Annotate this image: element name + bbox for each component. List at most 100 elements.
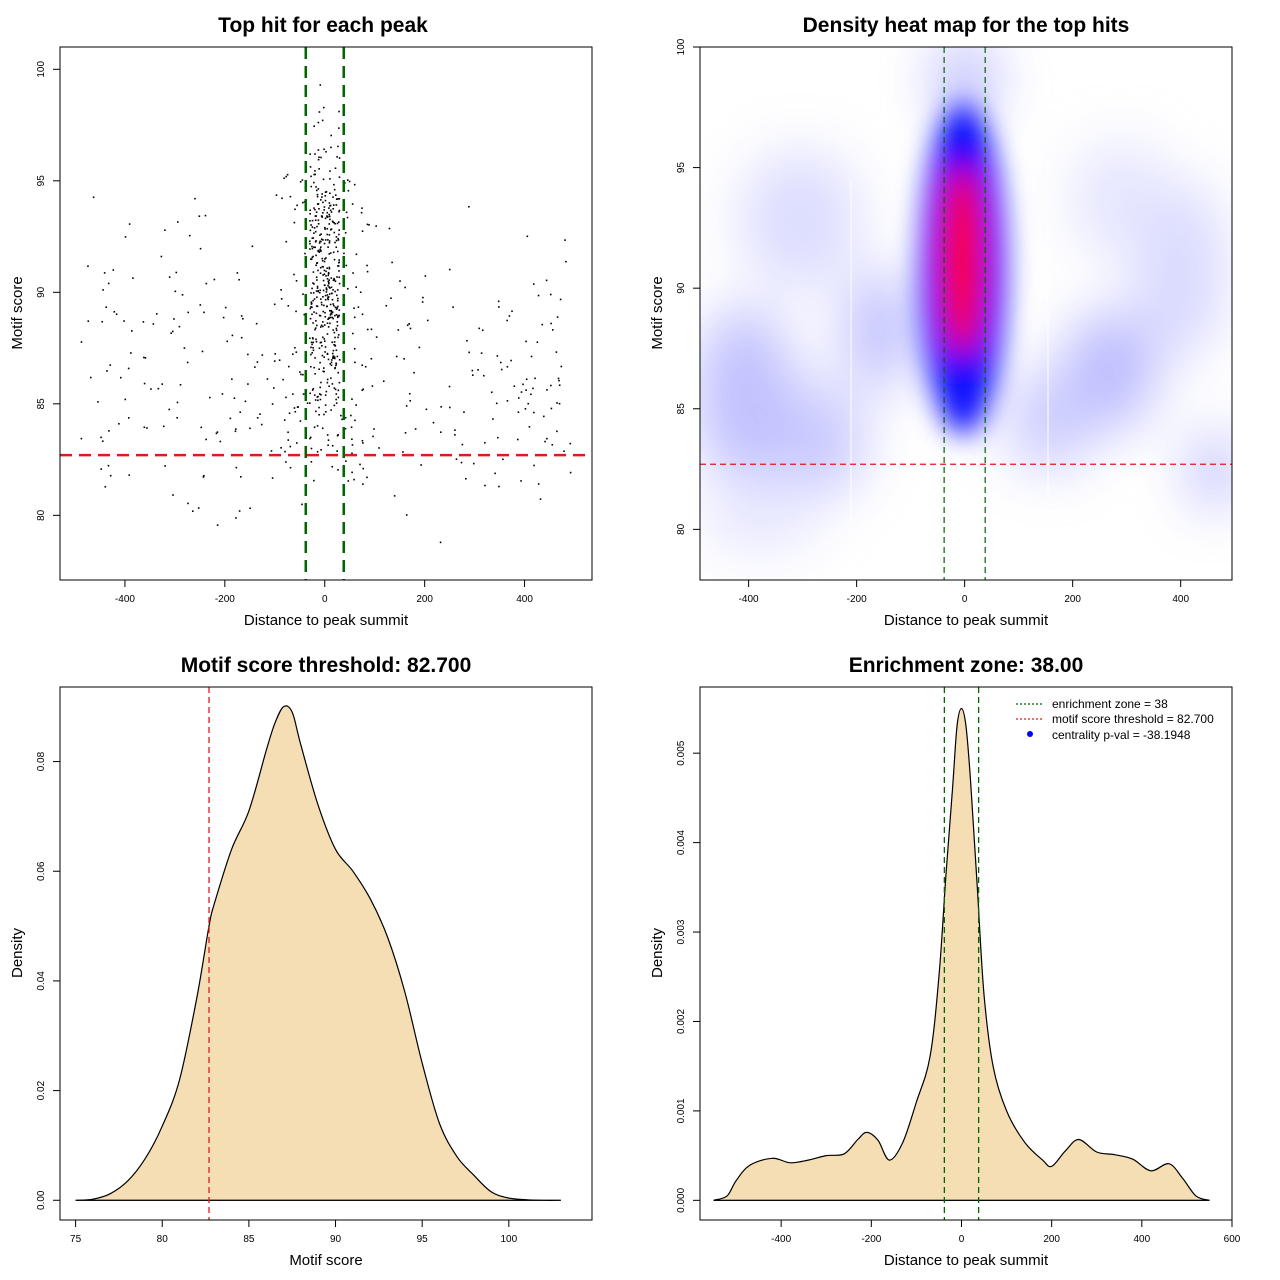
- scatter-point: [320, 240, 322, 243]
- scatter-point: [289, 195, 292, 198]
- scatter-point: [119, 376, 122, 379]
- scatter-point: [471, 374, 474, 376]
- scatter-point: [336, 156, 338, 158]
- scatter-point: [315, 338, 317, 341]
- scatter-point: [332, 303, 334, 305]
- scatter-point: [321, 354, 324, 357]
- scatter-point: [347, 480, 350, 482]
- scatter-point: [328, 267, 331, 270]
- scatter-point: [330, 310, 333, 313]
- y-tick-label: 100: [676, 38, 687, 55]
- scatter-point: [492, 418, 494, 420]
- scatter-point: [355, 286, 357, 288]
- scatter-point: [322, 239, 324, 241]
- scatter-point: [205, 438, 207, 441]
- y-tick-label: 0.04: [36, 971, 47, 991]
- scatter-point: [335, 329, 338, 332]
- scatter-point: [324, 351, 326, 353]
- scatter-point: [319, 341, 322, 344]
- scatter-point: [310, 353, 312, 356]
- scatter-point: [299, 371, 301, 373]
- scatter-point: [203, 474, 205, 477]
- scatter-point: [285, 396, 287, 399]
- scatter-point: [316, 193, 319, 196]
- scatter-point: [334, 388, 337, 391]
- panel-distance-density: Enrichment zone: 38.00 -400 -200 0 200 400 60…: [649, 654, 1241, 1269]
- scatter-point: [313, 232, 315, 234]
- scatter-point: [203, 311, 205, 314]
- scatter-point: [313, 207, 315, 209]
- scatter-point: [330, 277, 333, 279]
- scatter-point: [132, 277, 134, 279]
- scatter-point: [522, 383, 524, 386]
- scatter-point: [188, 234, 191, 237]
- scatter-point: [317, 222, 320, 225]
- scatter-point: [354, 361, 356, 364]
- scatter-point: [294, 346, 296, 349]
- x-tick-label: 0: [322, 594, 328, 605]
- scatter-point: [302, 393, 305, 395]
- scatter-point: [314, 208, 316, 211]
- scatter-point: [205, 282, 208, 285]
- scatter-point: [565, 260, 567, 263]
- scatter-point: [506, 365, 509, 368]
- scatter-point: [326, 215, 328, 217]
- scatter-point: [325, 291, 328, 293]
- scatter-point: [541, 323, 544, 326]
- scatter-point: [537, 483, 540, 485]
- scatter-point: [146, 427, 148, 429]
- scatter-point: [353, 183, 356, 186]
- scatter-point: [362, 467, 365, 470]
- scatter-point: [323, 413, 325, 416]
- scatter-point: [315, 305, 318, 307]
- scatter-point: [309, 402, 311, 404]
- scatter-point: [198, 215, 201, 218]
- y-tick-label: 0.004: [676, 830, 687, 855]
- y-tick-label: 0.02: [36, 1080, 47, 1100]
- scatter-point: [325, 190, 328, 193]
- scatter-point: [302, 201, 304, 204]
- scatter-point: [323, 304, 325, 307]
- scatter-point: [176, 401, 179, 404]
- scatter-point: [425, 408, 428, 411]
- scatter-point: [310, 224, 312, 226]
- scatter-point: [390, 297, 392, 300]
- scatter-point: [171, 330, 174, 333]
- scatter-point: [525, 378, 528, 381]
- scatter-point: [231, 378, 233, 380]
- scatter-point: [216, 524, 219, 526]
- scatter-point: [497, 300, 500, 303]
- scatter-point: [338, 276, 341, 279]
- scatter-point: [361, 207, 363, 209]
- scatter-point: [106, 370, 108, 372]
- scatter-point: [303, 313, 306, 316]
- scatter-point: [328, 207, 330, 209]
- scatter-point: [546, 389, 548, 391]
- scatter-point: [321, 216, 324, 218]
- scatter-point: [101, 320, 104, 323]
- scatter-point: [313, 227, 316, 229]
- scatter-point: [311, 389, 314, 391]
- scatter-point: [319, 326, 322, 328]
- scatter-point: [127, 417, 130, 419]
- scatter-point: [345, 264, 348, 267]
- scatter-point: [520, 480, 522, 482]
- scatter-point: [337, 221, 340, 223]
- scatter-point: [288, 412, 291, 415]
- scatter-point: [361, 364, 363, 367]
- scatter-point: [405, 405, 408, 407]
- scatter-point: [280, 446, 282, 449]
- scatter-point: [338, 270, 340, 272]
- scatter-point: [327, 274, 330, 277]
- scatter-point: [348, 180, 351, 183]
- scatter-point: [282, 378, 284, 381]
- x-axis: -400 -200 0 200 400: [115, 579, 533, 605]
- scatter-point: [176, 221, 179, 223]
- scatter-point: [327, 326, 330, 328]
- scatter-point: [314, 246, 316, 249]
- scatter-point: [322, 310, 325, 313]
- scatter-point: [324, 394, 327, 396]
- scatter-point: [259, 413, 261, 415]
- scatter-point: [309, 220, 311, 222]
- scatter-point: [319, 266, 322, 269]
